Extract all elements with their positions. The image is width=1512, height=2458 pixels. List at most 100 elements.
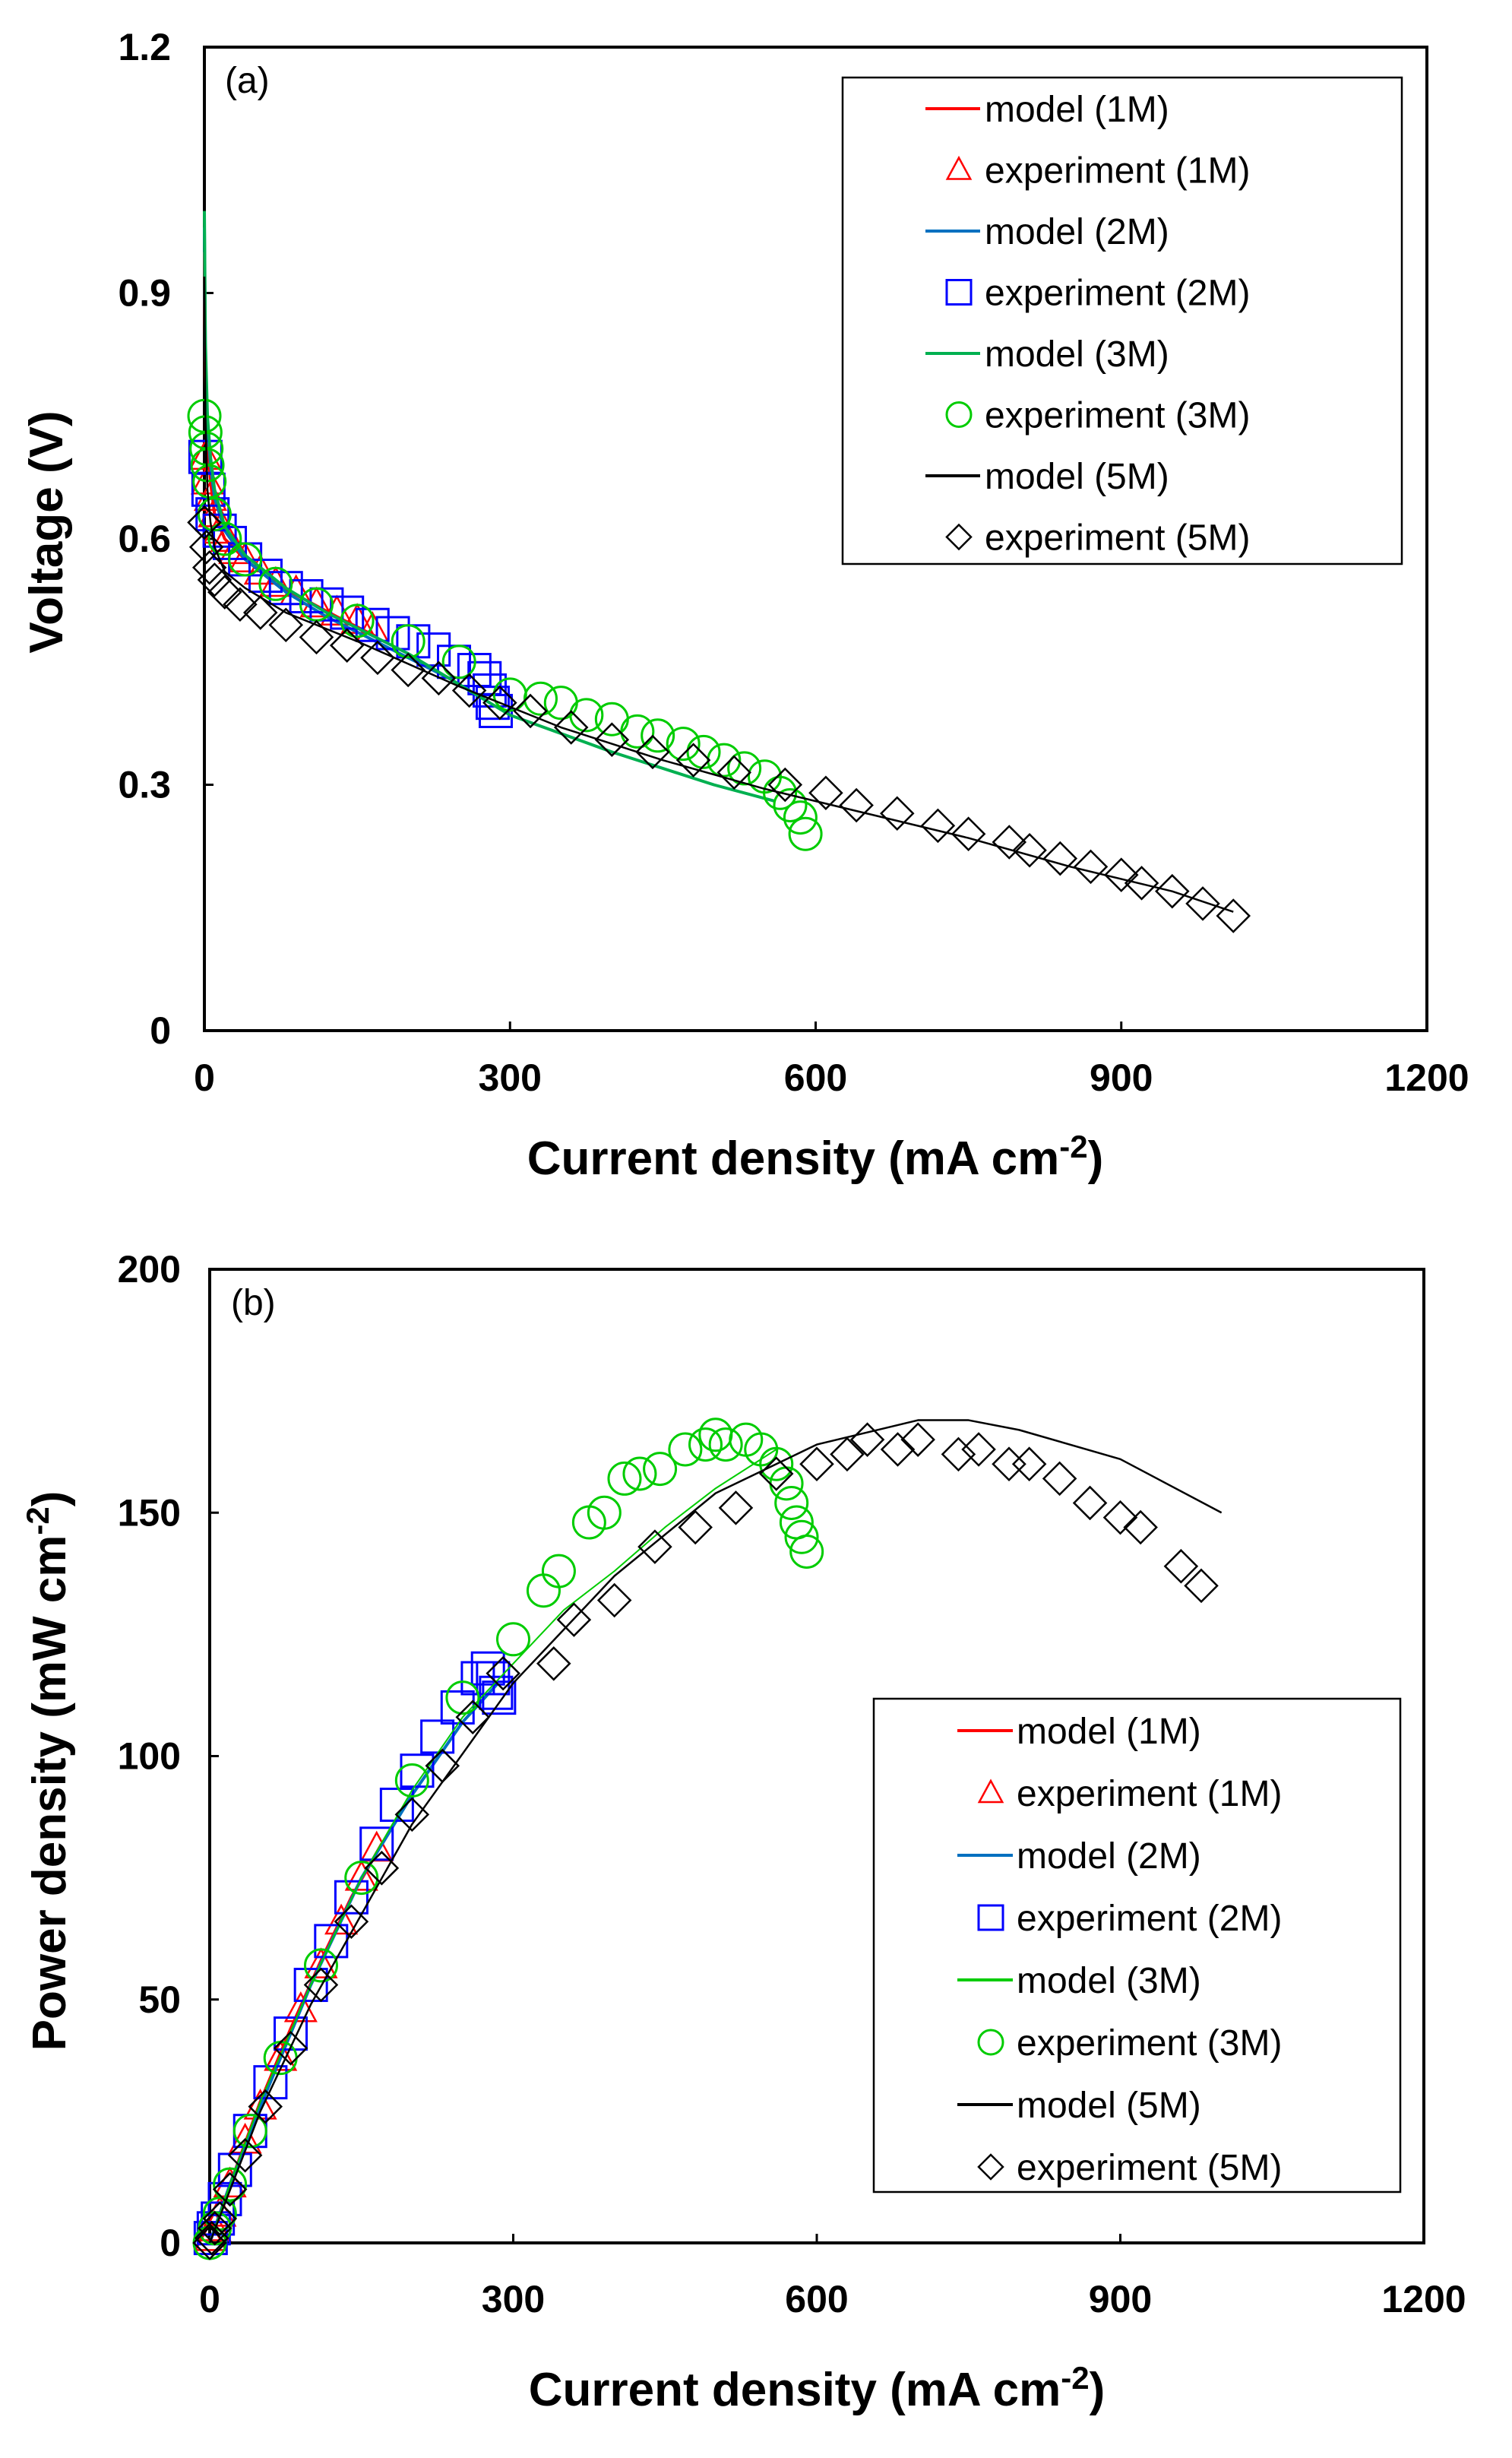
legend-swatch-experiment-1m bbox=[945, 155, 973, 180]
data-point-experiment-5m bbox=[394, 1797, 430, 1832]
panel-label: (b) bbox=[231, 1283, 276, 1323]
data-point-experiment-5m bbox=[451, 673, 487, 708]
legend-label-model-1m: model (1M) bbox=[985, 90, 1169, 130]
data-point-experiment-3m bbox=[607, 1461, 642, 1496]
data-point-experiment-2m bbox=[274, 2016, 308, 2051]
data-series-group bbox=[187, 211, 1251, 933]
data-point-experiment-5m bbox=[961, 1432, 996, 1467]
legend-label-model-2m: model (2M) bbox=[985, 212, 1169, 252]
data-point-experiment-5m bbox=[556, 1602, 592, 1637]
data-point-experiment-5m bbox=[202, 2201, 238, 2236]
data-point-experiment-5m bbox=[242, 595, 278, 630]
data-point-experiment-5m bbox=[992, 825, 1027, 860]
data-point-experiment-3m bbox=[773, 787, 808, 822]
y-tick-labels: 0 50 100 150 200 bbox=[118, 1248, 219, 2264]
data-point-experiment-3m bbox=[391, 624, 425, 659]
data-point-experiment-5m bbox=[553, 710, 589, 745]
data-point-experiment-5m bbox=[334, 1904, 369, 1940]
legend-label-experiment-1m: experiment (1M) bbox=[1017, 1774, 1282, 1814]
y-axis-title: Voltage (V) bbox=[21, 410, 73, 653]
data-point-experiment-2m bbox=[202, 513, 237, 548]
data-point-experiment-1m bbox=[283, 1991, 318, 2022]
data-point-experiment-3m bbox=[784, 1519, 819, 1554]
y-tick-label: 0 bbox=[150, 1009, 171, 1052]
data-point-experiment-5m bbox=[421, 660, 457, 696]
data-point-experiment-5m bbox=[391, 652, 425, 688]
legend-frame bbox=[841, 76, 1403, 565]
data-point-experiment-5m bbox=[455, 1699, 491, 1735]
x-tick-label: 1200 bbox=[1381, 2278, 1466, 2320]
data-point-experiment-3m bbox=[668, 1432, 703, 1467]
data-point-experiment-5m bbox=[880, 1432, 916, 1467]
data-point-experiment-2m bbox=[470, 1651, 505, 1686]
data-point-experiment-5m bbox=[1012, 832, 1047, 868]
data-point-experiment-5m bbox=[329, 628, 365, 663]
data-point-experiment-1m bbox=[258, 565, 293, 597]
data-point-experiment-3m bbox=[643, 1452, 678, 1487]
series-line-model-3m bbox=[209, 1449, 777, 2244]
data-point-experiment-5m bbox=[425, 1748, 460, 1784]
data-point-experiment-3m bbox=[496, 1622, 530, 1657]
y-tick-label: 1.2 bbox=[118, 26, 171, 68]
data-point-experiment-5m bbox=[1155, 873, 1190, 909]
data-point-experiment-1m bbox=[344, 1860, 378, 1891]
data-point-experiment-5m bbox=[1185, 886, 1220, 921]
legend-swatch-experiment-5m bbox=[977, 2153, 1004, 2181]
x-axis-title: Current density (mA cm-2) bbox=[527, 1129, 1104, 1185]
data-point-experiment-2m bbox=[253, 2065, 288, 2100]
data-point-experiment-3m bbox=[587, 1495, 622, 1530]
data-point-experiment-5m bbox=[675, 743, 711, 778]
data-point-experiment-5m bbox=[849, 1422, 885, 1457]
y-axis-title: Power density (mW cm-2) bbox=[20, 1491, 76, 2051]
data-point-experiment-5m bbox=[197, 562, 232, 597]
data-point-experiment-1m bbox=[228, 541, 262, 572]
data-point-experiment-2m bbox=[482, 1680, 517, 1715]
legend-frame bbox=[872, 1697, 1402, 2194]
data-point-experiment-3m bbox=[232, 2114, 267, 2149]
legend-label-model-3m: model (3M) bbox=[985, 334, 1169, 375]
data-point-experiment-3m bbox=[344, 1861, 379, 1896]
legend-label-experiment-5m: experiment (5M) bbox=[985, 518, 1250, 559]
legend-label-experiment-3m: experiment (3M) bbox=[1017, 2023, 1282, 2064]
data-point-experiment-3m bbox=[197, 497, 232, 532]
data-point-experiment-5m bbox=[920, 808, 956, 844]
legend-label-experiment-3m: experiment (3M) bbox=[985, 396, 1250, 436]
legend-swatch-experiment-3m bbox=[977, 2029, 1004, 2056]
data-point-experiment-3m bbox=[258, 566, 293, 601]
data-point-experiment-5m bbox=[248, 2089, 283, 2124]
legend: model (1M) experiment (1M) model (2M) exper… bbox=[872, 1697, 1402, 2194]
data-point-experiment-2m bbox=[472, 673, 507, 708]
data-point-experiment-2m bbox=[475, 686, 510, 721]
data-point-experiment-5m bbox=[1073, 849, 1109, 885]
data-point-experiment-3m bbox=[686, 734, 721, 769]
legend-swatch-experiment-3m bbox=[945, 401, 973, 428]
data-point-experiment-3m bbox=[541, 1554, 576, 1589]
x-tick-label: 300 bbox=[479, 1056, 542, 1099]
data-point-experiment-5m bbox=[191, 550, 227, 585]
data-point-experiment-5m bbox=[951, 816, 986, 851]
data-series-group bbox=[192, 1417, 1223, 2260]
y-tick-label: 0.9 bbox=[118, 272, 171, 315]
data-point-experiment-5m bbox=[1011, 1446, 1047, 1481]
data-point-experiment-5m bbox=[364, 1851, 400, 1886]
data-point-experiment-5m bbox=[268, 607, 304, 642]
data-point-experiment-5m bbox=[635, 734, 670, 770]
panel-label: (a) bbox=[225, 61, 270, 101]
data-point-experiment-3m bbox=[641, 718, 675, 753]
series-line-model-5m bbox=[203, 276, 1234, 913]
data-point-experiment-3m bbox=[569, 698, 604, 733]
legend-label-experiment-5m: experiment (5M) bbox=[1017, 2148, 1282, 2188]
data-point-experiment-3m bbox=[759, 1446, 794, 1481]
x-tick-labels: 0 300 600 900 1200 bbox=[194, 1022, 1469, 1099]
data-point-experiment-5m bbox=[486, 1655, 520, 1691]
legend-label-experiment-2m: experiment (2M) bbox=[985, 274, 1250, 314]
data-point-experiment-3m bbox=[445, 1680, 480, 1715]
data-point-experiment-3m bbox=[774, 1485, 809, 1520]
data-point-experiment-5m bbox=[1102, 1500, 1138, 1535]
data-point-experiment-3m bbox=[707, 743, 742, 778]
y-tick-label: 0.3 bbox=[118, 764, 171, 806]
data-point-experiment-5m bbox=[299, 619, 334, 655]
data-point-experiment-1m bbox=[324, 1903, 359, 1935]
data-point-experiment-5m bbox=[900, 1422, 935, 1457]
